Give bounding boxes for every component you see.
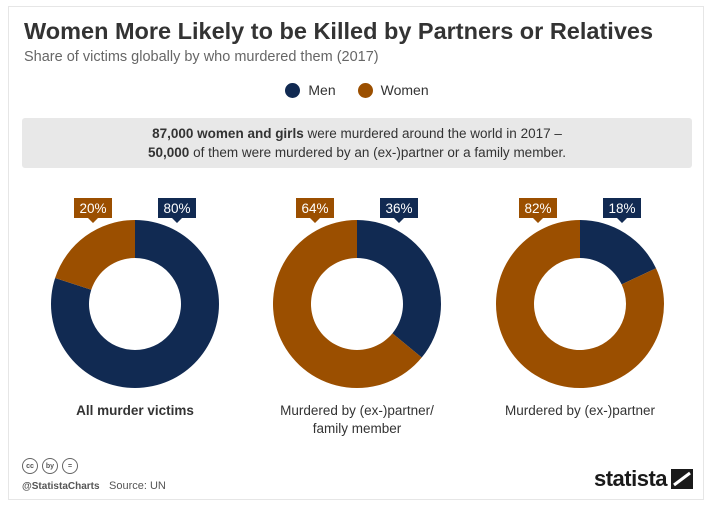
statista-mark-icon (671, 469, 694, 489)
note-line-1-rest: were murdered around the world in 2017 – (303, 126, 562, 141)
note-line-1: 87,000 women and girls were murdered aro… (152, 124, 562, 143)
svg-text:82%: 82% (524, 201, 551, 216)
note-line-1-bold: 87,000 women and girls (152, 126, 304, 141)
data-label-men: 36% (380, 198, 418, 223)
donut-slice-men (51, 220, 219, 388)
category-label-line: Murdered by (ex-)partner/ (280, 403, 434, 418)
info-note: 87,000 women and girls were murdered aro… (22, 118, 692, 168)
category-label: Murdered by (ex-)partner/family member (247, 402, 467, 438)
legend-label-men: Men (308, 82, 336, 98)
data-label-women: 82% (519, 198, 557, 223)
donut-slice-women (273, 220, 422, 388)
category-label-line: family member (312, 421, 402, 436)
category-label: All murder victims (25, 402, 245, 420)
donut-slice-women (496, 220, 664, 388)
svg-text:20%: 20% (79, 201, 106, 216)
brand-name: statista (594, 466, 668, 491)
svg-text:80%: 80% (163, 201, 190, 216)
donut-slice-men (357, 220, 442, 358)
data-label-women: 20% (74, 198, 112, 223)
data-label-women: 64% (296, 198, 334, 223)
cc-icon: cc (22, 458, 38, 474)
chart-title: Women More Likely to be Killed by Partne… (24, 18, 654, 44)
donut-slice-women (55, 220, 135, 290)
note-line-2-bold: 50,000 (148, 145, 190, 160)
license-icons: cc by = (22, 458, 78, 474)
category-label-line: Murdered by (ex-)partner (504, 403, 656, 418)
data-label-men: 18% (603, 198, 641, 223)
category-label: Murdered by (ex-)partner (470, 402, 690, 420)
donut-charts: 20% 80% 64% 36% 82% 18% (51, 198, 664, 388)
no-derivatives-icon: = (62, 458, 78, 474)
legend-label-women: Women (380, 82, 429, 98)
note-line-2: 50,000 of them were murdered by an (ex-)… (148, 143, 566, 162)
chart-subtitle: Share of victims globally by who murdere… (24, 49, 379, 65)
legend-item-women: Women (357, 82, 429, 98)
category-label-line: All murder victims (76, 403, 194, 418)
statista-logo: statista (594, 466, 694, 492)
social-handle: @StatistaCharts (22, 481, 100, 492)
attribution-icon: by (42, 458, 58, 474)
legend-swatch-men (285, 82, 301, 98)
legend-swatch-women (357, 82, 373, 98)
svg-text:36%: 36% (385, 201, 412, 216)
source-note: Source: UN (109, 480, 166, 492)
svg-text:18%: 18% (608, 201, 635, 216)
legend: Men Women (0, 82, 714, 98)
data-label-men: 80% (158, 198, 196, 223)
donut-slice-men (580, 220, 657, 285)
svg-text:64%: 64% (301, 201, 328, 216)
note-line-2-rest: of them were murdered by an (ex-)partner… (189, 145, 566, 160)
legend-item-men: Men (285, 82, 336, 98)
